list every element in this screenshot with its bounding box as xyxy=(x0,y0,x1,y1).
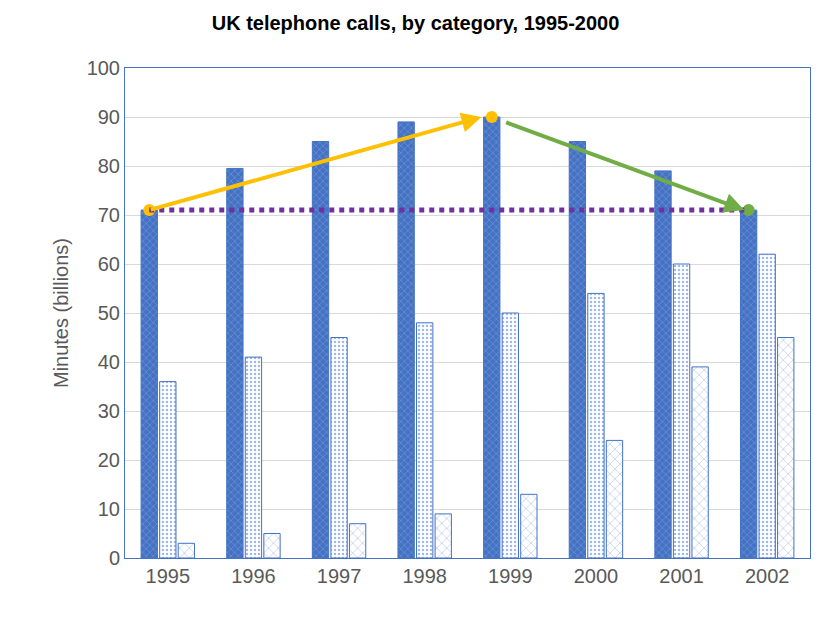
svg-text:60: 60 xyxy=(98,253,120,275)
svg-text:100: 100 xyxy=(87,57,120,79)
svg-text:1995: 1995 xyxy=(146,565,191,587)
svg-text:2001: 2001 xyxy=(659,565,704,587)
svg-text:1997: 1997 xyxy=(317,565,362,587)
svg-text:50: 50 xyxy=(98,302,120,324)
svg-text:10: 10 xyxy=(98,498,120,520)
svg-text:90: 90 xyxy=(98,106,120,128)
svg-text:40: 40 xyxy=(98,351,120,373)
svg-text:30: 30 xyxy=(98,400,120,422)
svg-text:Minutes (billions): Minutes (billions) xyxy=(50,238,72,388)
svg-text:70: 70 xyxy=(98,204,120,226)
svg-text:2000: 2000 xyxy=(574,565,619,587)
svg-text:2002: 2002 xyxy=(745,565,790,587)
svg-text:0: 0 xyxy=(109,547,120,569)
svg-text:80: 80 xyxy=(98,155,120,177)
svg-text:20: 20 xyxy=(98,449,120,471)
svg-text:1998: 1998 xyxy=(402,565,447,587)
svg-text:UK telephone calls, by categor: UK telephone calls, by category, 1995-20… xyxy=(212,12,620,34)
svg-text:1996: 1996 xyxy=(231,565,276,587)
svg-text:1999: 1999 xyxy=(488,565,533,587)
